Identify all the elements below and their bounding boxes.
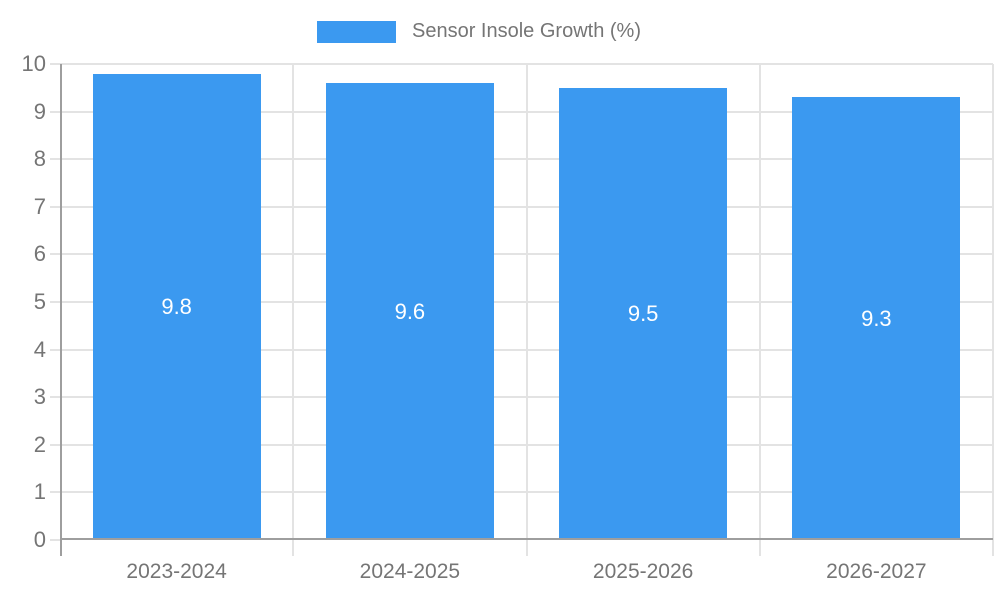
bar-value-label: 9.8 [161, 293, 192, 319]
y-tick [50, 158, 60, 161]
bar-value-label: 9.5 [627, 300, 659, 326]
x-tick-label: 2023-2024 [126, 560, 227, 583]
y-tick-label: 7 [33, 193, 46, 219]
x-axis-line [60, 538, 993, 540]
y-tick-label: 10 [21, 51, 46, 76]
y-tick-label: 8 [33, 146, 46, 172]
bar [325, 83, 494, 540]
y-tick [50, 491, 60, 494]
y-tick [50, 110, 60, 113]
legend-swatch [317, 20, 396, 43]
y-axis-line [60, 64, 62, 556]
x-tick-label: 2026-2027 [826, 560, 927, 583]
bar-value-label: 9.6 [394, 298, 426, 324]
x-tick-label: 2025-2026 [592, 560, 694, 583]
bar [92, 73, 261, 540]
y-tick [50, 253, 60, 256]
x-tick [758, 540, 761, 556]
y-tick [50, 396, 60, 399]
y-tick-label: 0 [33, 527, 46, 552]
gridline-vertical [992, 64, 994, 540]
bar [559, 87, 728, 540]
y-tick [50, 205, 60, 208]
legend: Sensor Insole Growth (%) [317, 20, 641, 43]
y-tick [50, 301, 60, 303]
y-tick-label: 6 [33, 241, 46, 267]
y-tick [50, 443, 60, 446]
x-tick [292, 540, 295, 556]
bar [792, 97, 961, 540]
y-tick [50, 63, 60, 65]
bar-value-label: 9.3 [861, 305, 892, 331]
y-tick-label: 2 [33, 431, 46, 457]
x-tick [525, 540, 528, 556]
y-tick-label: 5 [33, 289, 46, 314]
x-tick-label: 2024-2025 [359, 560, 461, 583]
x-tick [992, 540, 994, 556]
y-tick-label: 3 [33, 384, 46, 410]
y-tick [50, 348, 60, 351]
gridline-vertical [292, 64, 295, 540]
y-tick [50, 539, 60, 541]
gridline-vertical [525, 64, 528, 540]
legend-label: Sensor Insole Growth (%) [412, 20, 641, 42]
y-tick-label: 9 [33, 98, 46, 124]
gridline-vertical [758, 64, 761, 540]
y-tick-label: 1 [33, 479, 46, 505]
y-tick-label: 4 [33, 336, 46, 362]
plot-area: 0 1 2 3 4 5 6 7 8 9 10 9.8 2023-2024 9.6 2024-2025 9.5 2… [22, 53, 994, 583]
